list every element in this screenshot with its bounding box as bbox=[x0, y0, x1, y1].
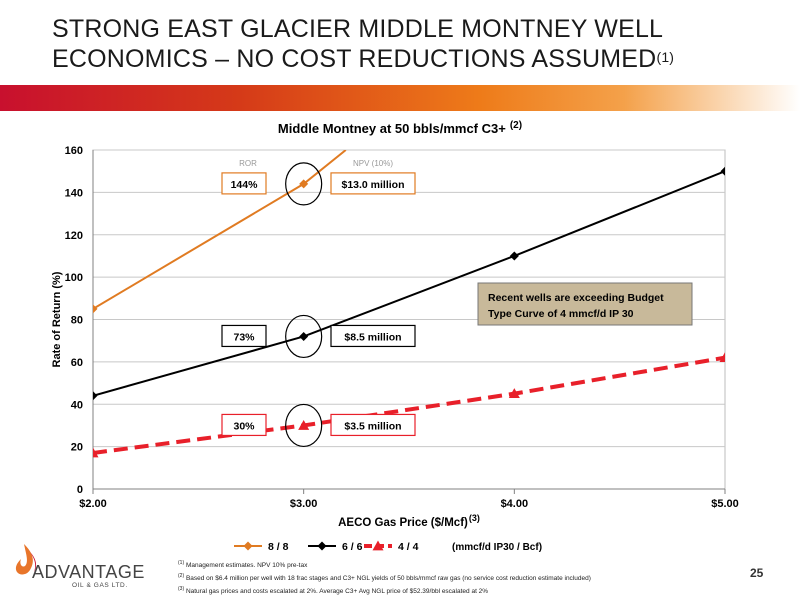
footnotes: (1) Management estimates. NPV 10% pre-ta… bbox=[178, 558, 698, 597]
x-tick-label: $4.00 bbox=[501, 498, 529, 510]
annotation-box-bg bbox=[477, 282, 693, 326]
callouts: 144% $13.0 million 73% $8.5 million 30% $3.5 … bbox=[221, 162, 416, 448]
footnote-2: (2) Based on $6.4 million per well with … bbox=[178, 573, 591, 583]
page-number: 25 bbox=[750, 566, 764, 580]
callout-circle bbox=[285, 162, 323, 206]
data-point bbox=[298, 419, 310, 430]
y-tick-label: 160 bbox=[65, 145, 83, 157]
ror-callout-label: 73% bbox=[233, 331, 255, 343]
company-logo: ADVANTAGE OIL & GAS LTD. bbox=[6, 538, 166, 596]
ror-callout-label: 144% bbox=[231, 179, 259, 191]
legend-suffix: (mmcf/d IP30 / Bcf) bbox=[452, 542, 542, 553]
annotation-line-2: Type Curve of 4 mmcf/d IP 30 bbox=[488, 308, 634, 320]
x-tick-label: $2.00 bbox=[79, 498, 107, 510]
y-tick-label: 100 bbox=[65, 272, 83, 284]
logo-subtext: OIL & GAS LTD. bbox=[72, 582, 128, 589]
callout-circle bbox=[285, 314, 323, 359]
npv-callout-box bbox=[330, 172, 416, 195]
y-tick-label: 60 bbox=[71, 357, 83, 369]
data-point bbox=[509, 251, 519, 261]
series-line bbox=[93, 170, 725, 397]
ror-callout-box bbox=[221, 172, 267, 195]
legend-label: 6 / 6 bbox=[342, 541, 363, 553]
legend-marker bbox=[243, 541, 253, 551]
ror-callout-label: 30% bbox=[233, 420, 255, 432]
x-axis-title: AECO Gas Price ($/Mcf)(3) bbox=[338, 513, 480, 529]
x-axis-title-note: (3) bbox=[469, 513, 480, 523]
y-tick-label: 120 bbox=[65, 230, 83, 242]
legend-label: 4 / 4 bbox=[398, 541, 419, 553]
ror-column-header: ROR bbox=[239, 159, 257, 168]
data-point bbox=[508, 388, 520, 399]
data-point bbox=[93, 304, 98, 314]
y-axis-title: Rate of Return (%) bbox=[51, 271, 63, 367]
header-banner bbox=[0, 85, 800, 111]
slide-title-note: (1) bbox=[656, 49, 675, 65]
y-tick-label: 0 bbox=[77, 484, 83, 496]
npv-callout-label: $8.5 million bbox=[344, 331, 401, 343]
data-point bbox=[719, 352, 725, 363]
flame-icon bbox=[15, 544, 37, 575]
ror-callout-box bbox=[221, 413, 267, 437]
legend-marker bbox=[317, 541, 327, 551]
series-line bbox=[93, 355, 725, 455]
x-tick-label: $3.00 bbox=[290, 498, 318, 510]
npv-callout-box bbox=[330, 413, 416, 437]
legend: 8 / 8 6 / 6 4 / 4 (mmcf/d IP30 / Bcf) bbox=[234, 540, 542, 553]
ror-callout-box bbox=[221, 324, 267, 348]
y-tick-label: 20 bbox=[71, 442, 83, 454]
footnote-3: (3) Natural gas prices and costs escalat… bbox=[178, 586, 489, 596]
series-0 bbox=[93, 150, 347, 314]
npv-callout-label: $13.0 million bbox=[341, 179, 404, 191]
x-tick-label: $5.00 bbox=[711, 498, 739, 510]
data-point bbox=[93, 391, 98, 401]
slide-title: STRONG EAST GLACIER MIDDLE MONTNEY WELL … bbox=[52, 14, 752, 74]
series-1 bbox=[93, 166, 725, 401]
x-axis-title-text: AECO Gas Price ($/Mcf) bbox=[338, 517, 468, 529]
data-point bbox=[299, 331, 309, 341]
npv-callout-label: $3.5 million bbox=[344, 420, 401, 432]
data-point bbox=[720, 166, 725, 176]
slide-title-text: STRONG EAST GLACIER MIDDLE MONTNEY WELL … bbox=[52, 15, 663, 73]
npv-callout-box bbox=[330, 324, 416, 348]
data-point bbox=[93, 447, 99, 458]
logo-wordmark: ADVANTAGE bbox=[32, 562, 145, 582]
y-tick-label: 40 bbox=[71, 399, 83, 411]
series-2 bbox=[93, 352, 725, 458]
legend-marker bbox=[372, 540, 384, 551]
callout-circle bbox=[285, 403, 323, 448]
chart-title: Middle Montney at 50 bbls/mmcf C3+ (2) bbox=[278, 120, 522, 136]
annotation-line-1: Recent wells are exceeding Budget bbox=[488, 292, 664, 304]
y-tick-label: 140 bbox=[65, 187, 83, 199]
annotation-box: Recent wells are exceeding Budget Type C… bbox=[477, 282, 693, 326]
y-tick-label: 80 bbox=[71, 315, 83, 327]
npv-column-header: NPV (10%) bbox=[353, 159, 393, 168]
legend-label: 8 / 8 bbox=[268, 541, 289, 553]
series-lines bbox=[93, 150, 725, 458]
footnote-1: (1) Management estimates. NPV 10% pre-ta… bbox=[178, 560, 308, 570]
series-line bbox=[93, 150, 347, 310]
axes: 0 20 40 60 80 100 120 140 160 $2.00 $3.00 $4.00 $5.0… bbox=[51, 145, 739, 529]
data-point bbox=[299, 179, 309, 189]
